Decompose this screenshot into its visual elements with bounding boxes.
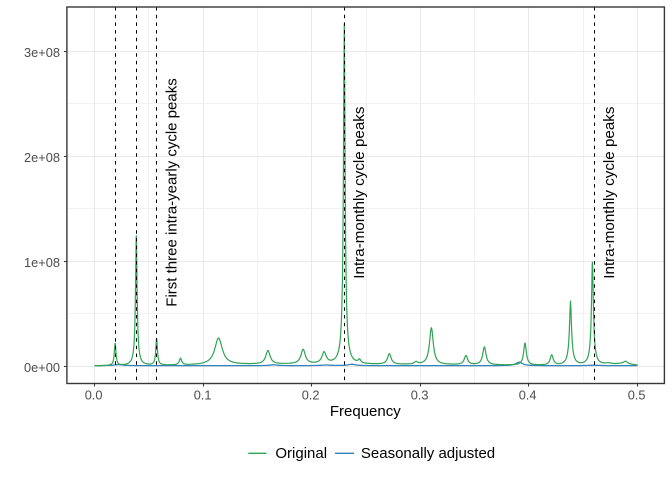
svg-text:0.1: 0.1: [194, 388, 212, 403]
svg-text:0.5: 0.5: [628, 388, 646, 403]
svg-text:Intra-monthly cycle peaks: Intra-monthly cycle peaks: [351, 106, 368, 279]
svg-text:Frequency: Frequency: [330, 403, 401, 420]
svg-text:Seasonally adjusted: Seasonally adjusted: [361, 445, 495, 462]
svg-text:0.2: 0.2: [302, 388, 320, 403]
svg-text:Original: Original: [275, 445, 327, 462]
svg-text:3e+08: 3e+08: [24, 45, 60, 60]
svg-text:0.4: 0.4: [519, 388, 537, 403]
svg-text:0e+00: 0e+00: [24, 360, 60, 375]
svg-text:2e+08: 2e+08: [24, 150, 60, 165]
svg-text:0.0: 0.0: [85, 388, 103, 403]
svg-text:First three intra-yearly cycle: First three intra-yearly cycle peaks: [164, 78, 181, 306]
svg-text:Intra-monthly cycle peaks: Intra-monthly cycle peaks: [601, 106, 618, 279]
svg-text:0.3: 0.3: [411, 388, 429, 403]
svg-text:1e+08: 1e+08: [24, 255, 60, 270]
